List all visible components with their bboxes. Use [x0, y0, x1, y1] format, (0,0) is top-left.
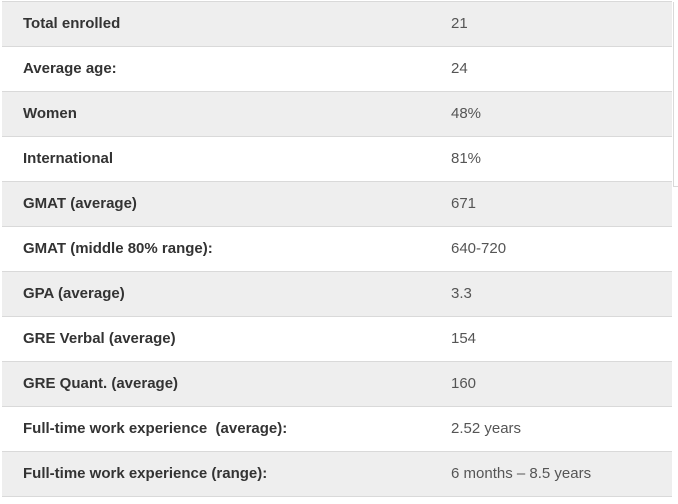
row-value-gre-quant: 160 [430, 361, 672, 407]
row-label-gre-verbal: GRE Verbal (average) [2, 316, 430, 362]
row-label-work-experience-range: Full-time work experience (range): [23, 465, 268, 482]
row-label-work-experience-average: Full-time work experience (average): [2, 406, 430, 452]
table-row: GMAT (middle 80% range): 640-720 [2, 226, 672, 272]
table-row: GRE Verbal (average) 154 [2, 316, 672, 362]
adjacent-panel-edge [673, 2, 678, 187]
row-value-gmat-average: 671 [430, 181, 672, 227]
row-value-women: 48% [430, 91, 672, 137]
table-row: International 81% [2, 136, 672, 182]
row-value-total-enrolled: 21 [430, 1, 672, 47]
table-row: Full-time work experience (range): 6 mon… [2, 451, 672, 497]
class-profile-table: Total enrolled 21 Average age: 24 Women … [2, 1, 672, 497]
table-row: Full-time work experience (average): 2.5… [2, 406, 672, 452]
row-value-work-experience-range: 6 months – 8.5 years [451, 465, 592, 482]
row-label-gre-quant: GRE Quant. (average) [2, 361, 430, 407]
row-label-women: Women [2, 91, 430, 137]
table-row: GRE Quant. (average) 160 [2, 361, 672, 407]
table-row: GMAT (average) 671 [2, 181, 672, 227]
row-label-gmat-average: GMAT (average) [2, 181, 430, 227]
row-label-gpa-average: GPA (average) [2, 271, 430, 317]
row-value-gre-verbal: 154 [430, 316, 672, 362]
row-label-gmat-range: GMAT (middle 80% range): [2, 226, 430, 272]
row-value-average-age: 24 [430, 46, 672, 92]
row-label-average-age: Average age: [2, 46, 430, 92]
row-value-gpa-average: 3.3 [430, 271, 672, 317]
row-value-gmat-range: 640-720 [430, 226, 672, 272]
table-row: Total enrolled 21 [2, 1, 672, 47]
row-label-international: International [2, 136, 430, 182]
table-row: Average age: 24 [2, 46, 672, 92]
row-value-work-experience-average: 2.52 years [430, 406, 672, 452]
table-row: GPA (average) 3.3 [2, 271, 672, 317]
row-label-total-enrolled: Total enrolled [2, 1, 430, 47]
row-value-international: 81% [430, 136, 672, 182]
table-row: Women 48% [2, 91, 672, 137]
